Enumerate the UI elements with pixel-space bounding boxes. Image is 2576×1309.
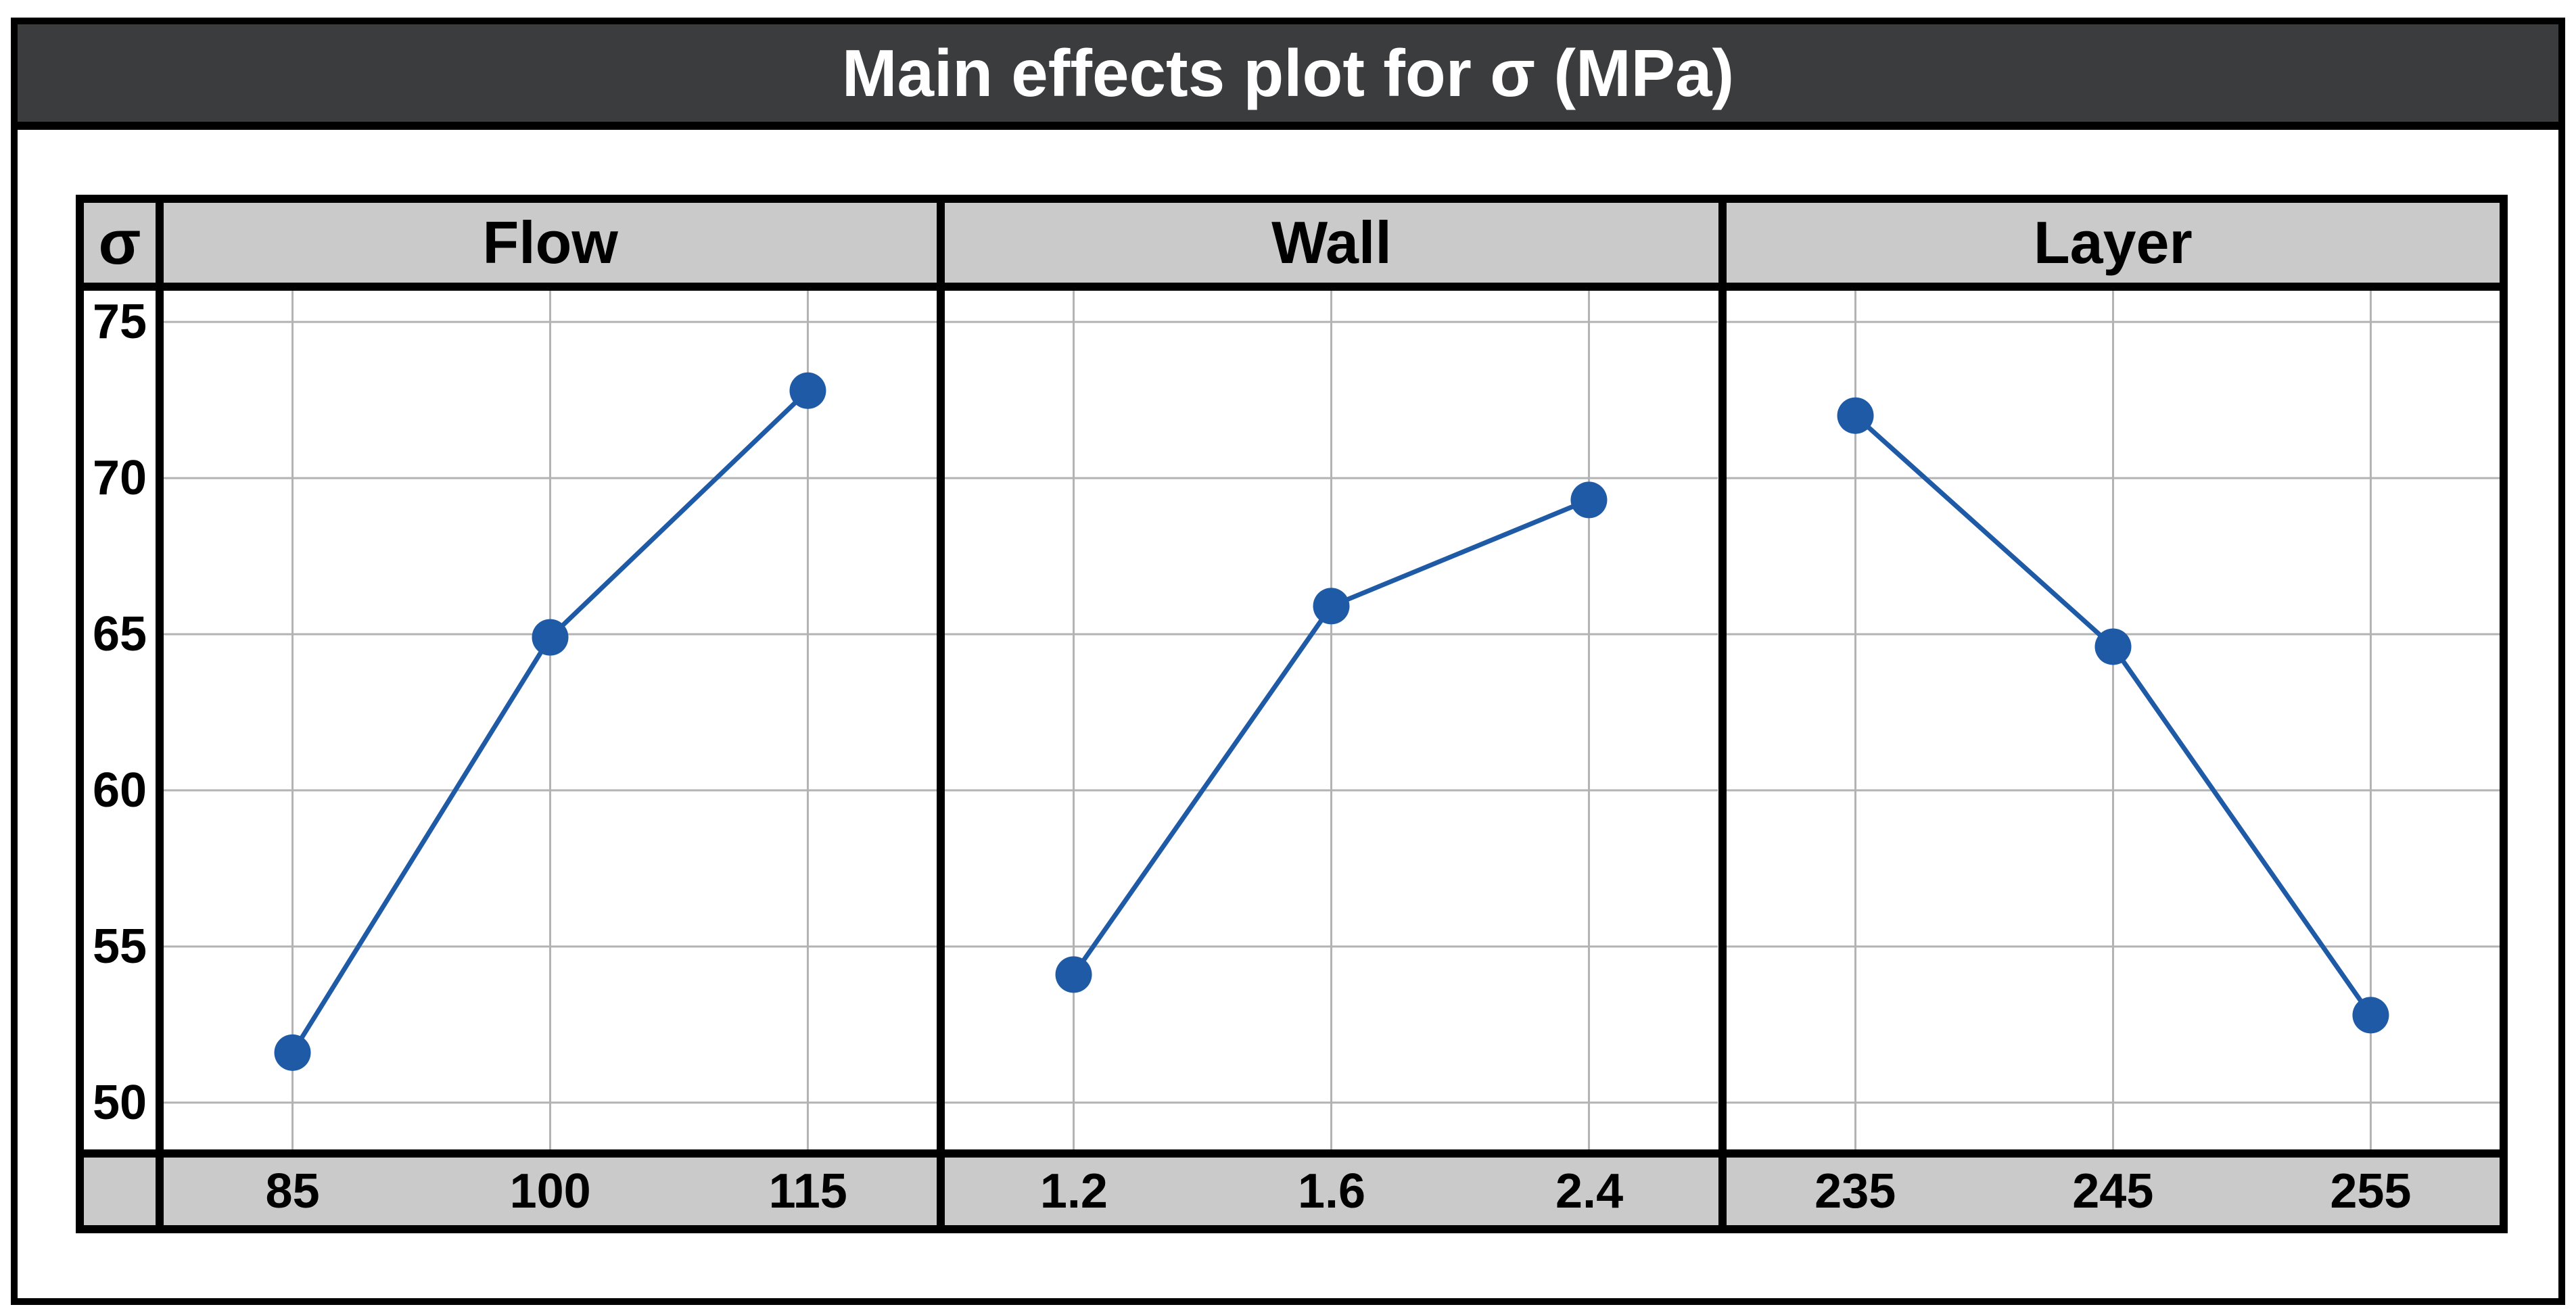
data-point bbox=[2094, 628, 2132, 665]
x-tick-label: 115 bbox=[768, 1164, 847, 1218]
panel-wall bbox=[945, 291, 1718, 1149]
data-point bbox=[2352, 997, 2389, 1034]
y-axis-symbol: σ bbox=[98, 208, 141, 277]
y-tick-label: 65 bbox=[92, 607, 147, 661]
y-tick-label: 75 bbox=[92, 295, 147, 350]
column-header-flow: Flow bbox=[164, 203, 937, 283]
page-title: Main effects plot for σ (MPa) bbox=[841, 36, 1735, 110]
y-tick-label: 60 bbox=[92, 763, 147, 817]
panel-plot-svg bbox=[1726, 291, 2500, 1149]
x-tick-label: 245 bbox=[2072, 1164, 2154, 1218]
y-axis-symbol-cell: σ bbox=[84, 203, 156, 283]
figure-frame: Main effects plot for σ (MPa) σ Flow Wal… bbox=[11, 18, 2565, 1305]
x-axis-labels-layer: 235 245 255 bbox=[1726, 1158, 2500, 1225]
x-tick-label: 255 bbox=[2330, 1164, 2412, 1218]
data-point bbox=[1055, 956, 1092, 993]
panel-flow bbox=[164, 291, 937, 1149]
panel-plot-svg bbox=[945, 291, 1718, 1149]
x-axis-labels-flow: 85 100 115 bbox=[164, 1158, 937, 1225]
x-tick-label: 1.6 bbox=[1297, 1164, 1366, 1218]
footer-corner bbox=[84, 1158, 156, 1225]
x-tick-label: 235 bbox=[1814, 1164, 1896, 1218]
x-axis-labels-wall: 1.2 1.6 2.4 bbox=[945, 1158, 1718, 1225]
x-tick-label: 100 bbox=[509, 1164, 591, 1218]
x-tick-label: 1.2 bbox=[1039, 1164, 1108, 1218]
y-tick-label: 70 bbox=[92, 451, 147, 506]
panel-plot-svg bbox=[164, 291, 937, 1149]
panel-layer bbox=[1726, 291, 2500, 1149]
y-tick-label: 55 bbox=[92, 919, 147, 974]
data-point bbox=[274, 1034, 311, 1071]
column-header-wall: Wall bbox=[945, 203, 1718, 283]
column-header-label: Wall bbox=[1271, 209, 1392, 276]
title-bar: Main effects plot for σ (MPa) bbox=[18, 24, 2558, 130]
column-header-label: Flow bbox=[482, 209, 618, 276]
x-tick-label: 2.4 bbox=[1555, 1164, 1624, 1218]
data-point bbox=[789, 372, 826, 409]
y-axis-labels: 75 70 65 60 55 50 bbox=[84, 291, 156, 1149]
column-header-label: Layer bbox=[2033, 209, 2193, 276]
column-header-layer: Layer bbox=[1726, 203, 2500, 283]
x-tick-label: 85 bbox=[265, 1164, 320, 1218]
data-point bbox=[1313, 588, 1350, 625]
data-point bbox=[1837, 397, 1874, 434]
data-point bbox=[532, 619, 569, 656]
chart-table: σ Flow Wall Layer 75 70 65 60 55 50 85 100 115 … bbox=[76, 195, 2508, 1233]
y-tick-label: 50 bbox=[92, 1075, 147, 1130]
data-point bbox=[1570, 481, 1608, 519]
